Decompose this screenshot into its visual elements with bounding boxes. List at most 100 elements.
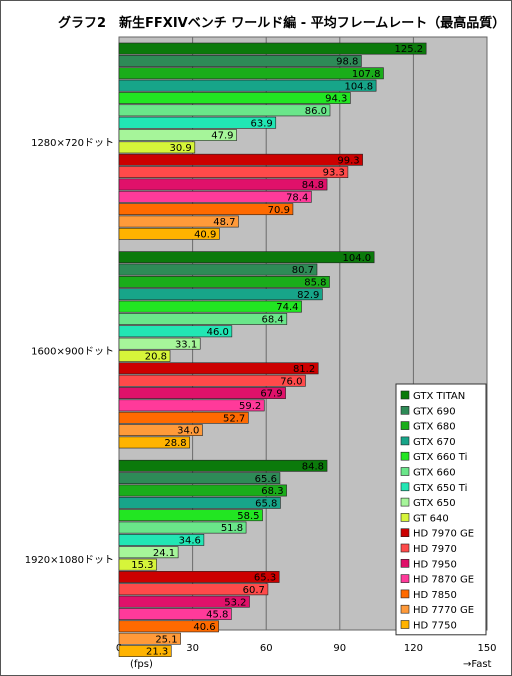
legend-label: HD 7850 [413,590,457,601]
legend-swatch [400,513,410,522]
legend-swatch [400,436,410,446]
legend-label: HD 7970 [413,544,457,555]
bar [118,583,269,596]
bar-value-label: 80.7 [292,265,314,276]
bar [118,645,172,657]
bar-value-label: 59.2 [239,401,261,412]
bar-value-label: 65.6 [255,474,277,485]
legend-swatch [400,574,410,583]
bar-value-label: 46.0 [207,327,229,338]
bar [118,436,190,449]
legend-label: GTX 680 [413,422,456,433]
bar [118,620,219,633]
bar [118,558,157,571]
bar-value-label: 82.9 [297,290,319,301]
bar-value-label: 25.1 [155,634,177,645]
bar-value-label: 63.9 [251,118,273,129]
legend-swatch [400,451,410,461]
bar [118,166,349,178]
bar [118,92,351,104]
bar [118,263,318,276]
bar-value-label: 65.3 [254,573,276,584]
bar [118,546,179,559]
bar-value-label: 70.9 [268,205,290,216]
bar [118,350,171,362]
bar [118,387,286,399]
chart-title: グラフ2 新生FFXIVベンチ ワールド編 - 平均フレームレート（最高品質） [58,16,506,31]
bar [118,595,250,608]
bar-value-label: 60.7 [243,585,265,596]
bar-value-label: 51.8 [221,523,243,534]
bar [118,227,220,240]
bar [118,67,384,80]
legend-label: GTX 650 [413,498,456,509]
legend-label: GTX TITAN [413,391,465,402]
legend-swatch [400,589,410,599]
legend-label: HD 7770 GE [413,605,474,616]
legend-swatch [400,528,410,538]
bar-value-label: 40.9 [194,229,216,240]
bar-value-label: 74.4 [276,302,298,313]
bar [118,509,263,522]
bar [118,459,328,472]
bar-value-label: 30.9 [170,143,192,154]
bar-value-label: 81.2 [293,364,315,375]
bar [118,275,330,288]
bar-value-label: 52.7 [223,413,245,424]
bar-value-label: 125.2 [395,44,424,55]
bar [118,313,288,325]
bar-value-label: 68.3 [261,486,283,497]
bar [118,300,302,313]
bar-value-label: 15.3 [131,560,153,571]
x-tick-label: 60 [260,643,273,654]
bar-value-label: 20.8 [145,352,167,363]
bar [118,571,280,583]
legend-label: HD 7950 [413,559,457,570]
bar [118,484,287,497]
bar [118,288,323,301]
legend-label: GTX 650 Ti [413,483,467,494]
bar [118,116,277,129]
bar [118,608,232,620]
bar [118,325,233,338]
bar [118,79,377,92]
bar-value-label: 47.9 [211,131,233,142]
bar-value-label: 104.0 [343,253,372,264]
bar [118,496,281,509]
x-tick-label: 150 [477,643,496,654]
x-tick-label: 120 [404,643,423,654]
legend-swatch [400,467,410,476]
bar [118,178,328,191]
legend [395,383,487,636]
bar [118,632,181,645]
bar-value-label: 76.0 [280,376,302,387]
bar-value-label: 68.4 [262,315,284,326]
legend-label: HD 7750 [413,621,457,632]
legend-swatch [400,421,410,430]
bar-value-label: 98.8 [336,57,358,68]
bar [118,104,331,117]
bar [118,399,265,412]
bar-value-label: 104.8 [344,81,373,92]
group-label: 1600×900ドット [31,346,114,357]
bar-value-label: 21.3 [146,647,168,658]
bar-value-label: 53.2 [224,597,246,608]
legend-swatch [400,604,410,614]
x-axis-label: (fps) [130,659,153,670]
legend-label: GTX 670 [413,437,456,448]
legend-label: HD 7970 GE [413,529,474,540]
direction-label: →Fast [463,659,492,670]
bar-value-label: 94.3 [325,94,347,105]
legend-label: GTX 660 [413,468,456,479]
legend-label: HD 7870 GE [413,575,474,586]
bar [118,42,427,55]
legend-swatch [400,558,410,568]
bar-value-label: 78.4 [286,192,308,203]
bar [118,203,294,216]
bar-value-label: 40.6 [193,622,215,633]
bar-value-label: 85.8 [304,278,326,289]
bar [118,215,239,228]
bar [118,141,196,154]
legend-label: GTX 660 Ti [413,452,467,463]
bar-value-label: 24.1 [153,548,175,559]
